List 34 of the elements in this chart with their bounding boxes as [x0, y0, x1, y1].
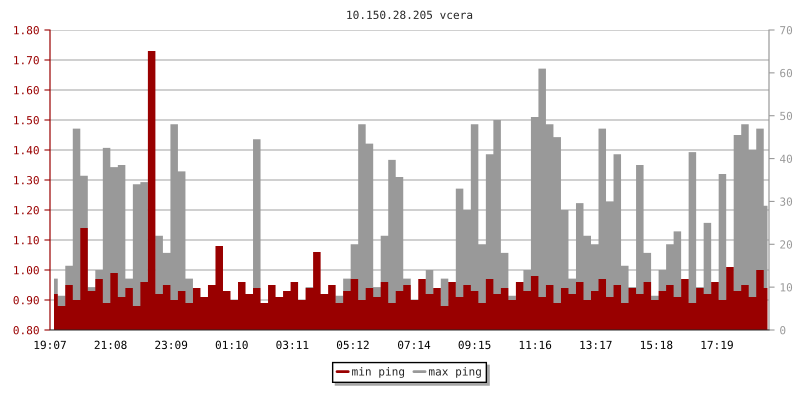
- x-tick-label: 05:12: [336, 340, 369, 350]
- y2-tick-label: 30: [780, 197, 792, 206]
- y-tick-label: 1.40: [14, 146, 39, 154]
- y-tick-label: 1.80: [14, 26, 39, 34]
- x-tick-label: 07:14: [398, 340, 430, 350]
- y-tick-label: 1.50: [14, 116, 39, 124]
- y-tick-label: 1.10: [14, 236, 39, 244]
- y-tick-label: 1.30: [14, 176, 39, 184]
- y2-tick-label: 70: [780, 26, 792, 34]
- x-tick-label: 11:16: [520, 340, 552, 350]
- x-tick-label: 13:17: [580, 340, 612, 350]
- x-tick-label: 23:09: [155, 340, 188, 350]
- y2-tick-label: 20: [780, 240, 792, 249]
- legend-label: min ping: [352, 367, 404, 378]
- x-tick-label: 01:10: [216, 340, 248, 350]
- x-tick-label: 09:15: [458, 340, 490, 350]
- x-tick-label: 19:07: [34, 340, 66, 350]
- y2-tick-label: 60: [780, 68, 792, 78]
- y2-tick-label: 0: [780, 326, 786, 334]
- y-tick-label: 1.20: [14, 206, 39, 214]
- y-tick-label: 0.90: [14, 296, 39, 304]
- x-tick-label: 03:11: [276, 340, 308, 350]
- y-tick-label: 1.60: [14, 86, 39, 94]
- y-tick-label: 1.70: [14, 56, 39, 64]
- x-tick-label: 17:19: [702, 340, 733, 350]
- y-tick-label: 0.80: [14, 326, 39, 334]
- y-tick-label: 1.00: [14, 266, 39, 274]
- y2-tick-label: 40: [780, 154, 792, 163]
- x-tick-label: 15:18: [640, 340, 672, 350]
- x-tick-label: 21:08: [94, 340, 127, 350]
- legend-label: max ping: [428, 367, 481, 378]
- y2-tick-label: 50: [780, 112, 792, 120]
- y2-tick-label: 10: [780, 283, 792, 292]
- chart-title: 10.150.28.205 vcera: [347, 10, 472, 20]
